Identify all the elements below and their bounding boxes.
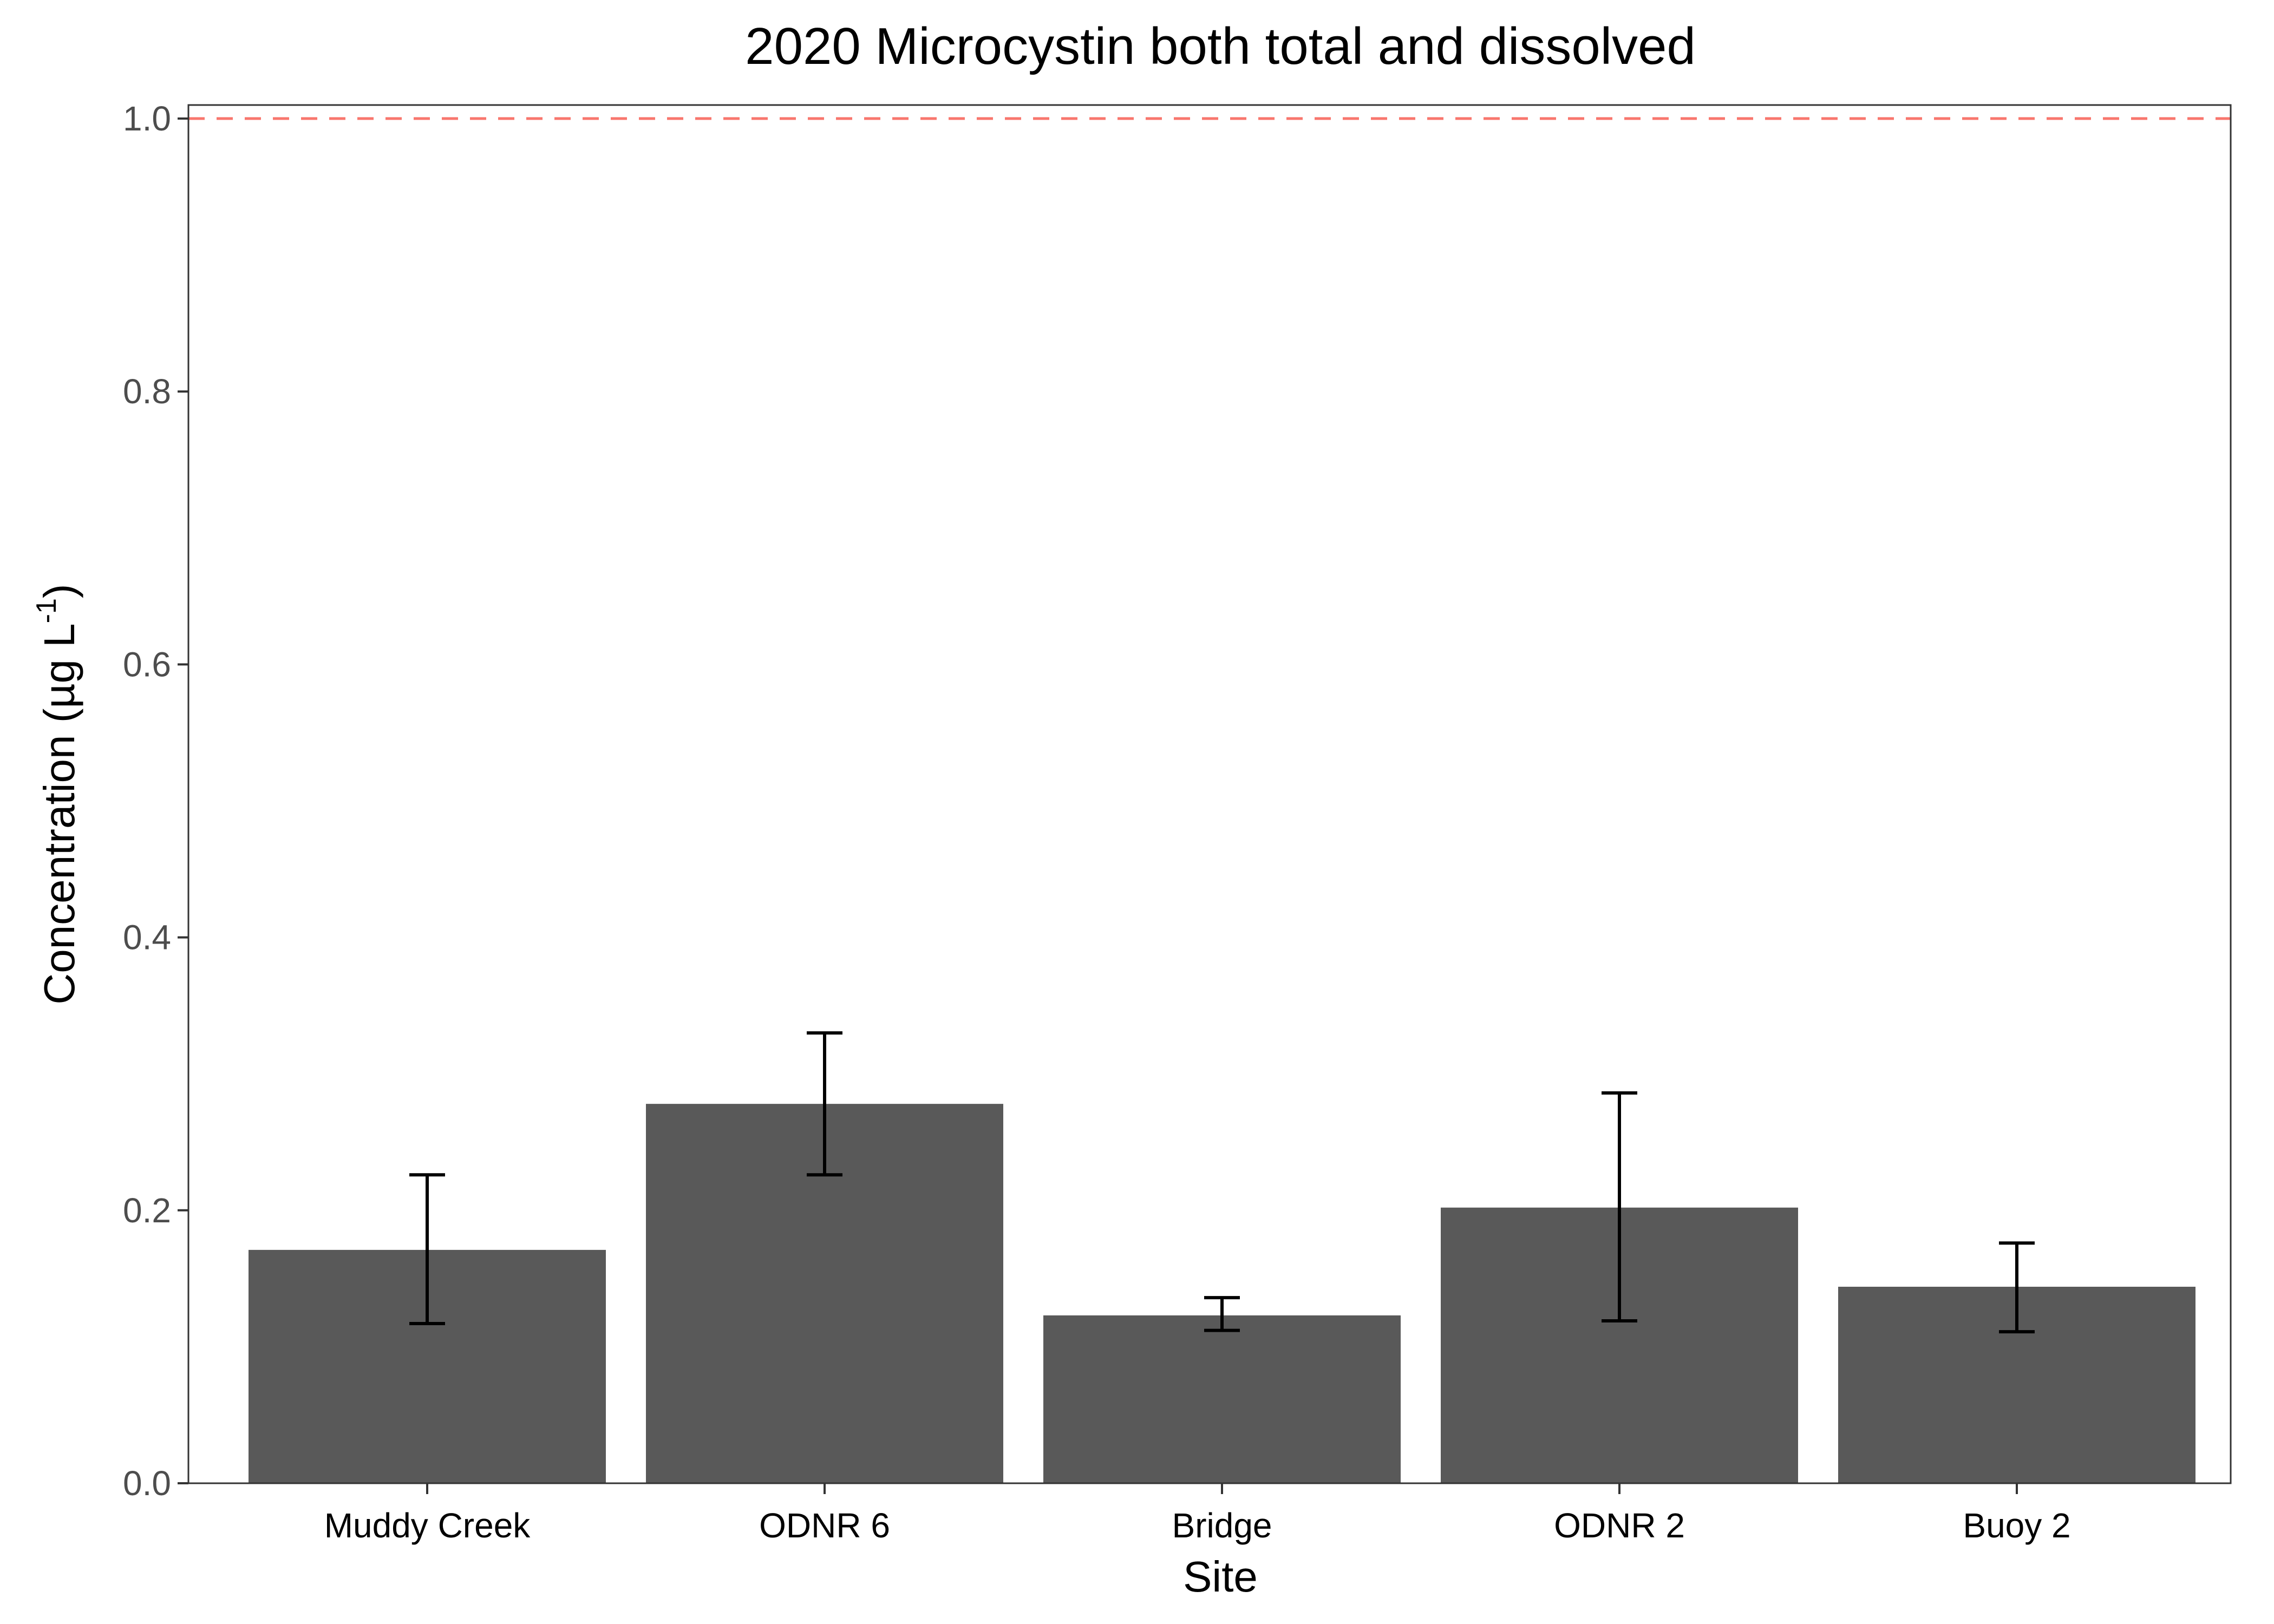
plot-area bbox=[188, 117, 2231, 1483]
x-tick-label: Muddy Creek bbox=[324, 1506, 531, 1545]
error-bar bbox=[807, 1031, 842, 1177]
x-axis-title: Site bbox=[1183, 1553, 1258, 1601]
x-tick-label: Buoy 2 bbox=[1963, 1506, 2070, 1545]
x-tick-label: ODNR 6 bbox=[759, 1506, 890, 1545]
x-tick-label: ODNR 2 bbox=[1554, 1506, 1685, 1545]
y-tick-label: 0.6 bbox=[123, 645, 171, 684]
error-bar bbox=[1602, 1091, 1637, 1323]
error-bars bbox=[409, 1031, 2035, 1334]
y-axis: 0.0 0.2 0.4 0.6 0.8 1.0 bbox=[123, 99, 188, 1503]
y-tick-label: 0.4 bbox=[123, 918, 171, 957]
x-axis: Muddy Creek ODNR 6 Bridge ODNR 2 Buoy 2 bbox=[324, 1483, 2071, 1545]
x-tick-label: Bridge bbox=[1172, 1506, 1272, 1545]
error-bar bbox=[1204, 1296, 1240, 1332]
error-bar bbox=[1999, 1241, 2035, 1334]
bar bbox=[1043, 1315, 1401, 1483]
y-axis-title-main: Concentration (µg L bbox=[35, 623, 83, 1004]
plot-panel-border bbox=[187, 104, 2232, 1484]
y-tick-label: 1.0 bbox=[123, 99, 171, 138]
y-tick-label: 0.2 bbox=[123, 1191, 171, 1230]
chart-title: 2020 Microcystin both total and dissolve… bbox=[745, 17, 1696, 75]
y-axis-title: Concentration (µg L-1) bbox=[31, 584, 83, 1004]
y-axis-title-superscript: -1 bbox=[31, 598, 62, 623]
y-axis-title-close: ) bbox=[35, 584, 83, 598]
error-bar bbox=[409, 1173, 445, 1326]
y-tick-label: 0.0 bbox=[123, 1464, 171, 1503]
y-tick-label: 0.8 bbox=[123, 372, 171, 411]
